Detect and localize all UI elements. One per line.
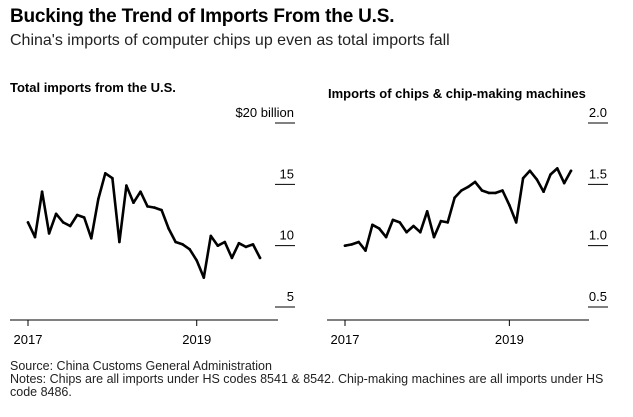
data-point [480, 189, 484, 192]
x-tick-label: 2019 [495, 332, 524, 347]
data-point [419, 230, 422, 234]
data-point [258, 256, 262, 260]
y-tick-label: 5 [287, 289, 294, 304]
panel-total-imports: Total imports from the U.S. $20 billion 5 1… [10, 80, 295, 347]
data-point [460, 189, 463, 192]
data-point [371, 223, 374, 227]
data-point [223, 240, 227, 244]
data-point [432, 235, 436, 239]
y-tick-label: 2.0 [589, 105, 607, 120]
data-point [153, 206, 156, 209]
data-point [111, 176, 114, 180]
data-point [195, 259, 198, 262]
y-tick-label: 10 [280, 228, 294, 243]
panel-title: Imports of chips & chip-making machines [328, 86, 586, 101]
data-point [569, 169, 573, 173]
data-point [47, 232, 51, 235]
data-point [97, 197, 100, 201]
y-tick-label: 15 [280, 166, 294, 181]
y-tick-label: 1.5 [589, 166, 607, 181]
data-point [453, 196, 456, 200]
data-point [508, 203, 511, 207]
data-point [61, 221, 65, 224]
source-note: Source: China Customs General Administra… [10, 359, 272, 373]
data-point [412, 224, 415, 228]
y-unit-label: $20 billion [235, 105, 294, 120]
data-point [104, 172, 107, 175]
data-point [174, 240, 177, 244]
data-point [405, 230, 408, 234]
data-point [535, 178, 539, 181]
data-point [132, 201, 135, 204]
x-tick-label: 2019 [182, 332, 211, 347]
data-point [75, 213, 79, 217]
data-point [82, 216, 86, 219]
data-point [473, 180, 477, 184]
data-point [26, 221, 30, 224]
data-point [237, 241, 241, 245]
data-point [90, 237, 93, 240]
data-point [40, 190, 44, 193]
data-point [528, 169, 532, 173]
series-line [26, 172, 262, 279]
data-point [446, 221, 450, 224]
data-point [467, 185, 470, 189]
data-point [357, 240, 361, 244]
x-tick-label: 2017 [331, 332, 360, 347]
data-point [33, 235, 37, 239]
data-point [439, 219, 443, 223]
data-point [188, 248, 191, 251]
panel-chip-imports: Imports of chips & chip-making machines 0… [327, 86, 608, 347]
data-point [68, 224, 72, 228]
data-point [160, 208, 163, 212]
data-point [230, 256, 234, 260]
data-point [549, 173, 552, 176]
data-point [487, 191, 491, 195]
data-point [202, 276, 206, 279]
y-tick-label: 0.5 [589, 289, 607, 304]
data-point [125, 184, 128, 187]
data-point [146, 205, 149, 208]
data-point [181, 243, 184, 246]
data-point [216, 244, 220, 247]
data-point [384, 235, 388, 239]
data-point [425, 210, 429, 213]
chart-title: Bucking the Trend of Imports From the U.… [10, 6, 395, 27]
data-point [167, 227, 170, 230]
data-point [542, 190, 545, 193]
data-point [244, 245, 248, 249]
data-point [364, 249, 367, 252]
data-point [350, 243, 354, 246]
series-line [343, 167, 573, 252]
x-tick-label: 2017 [14, 332, 43, 347]
panel-title: Total imports from the U.S. [10, 80, 176, 95]
notes-text: Notes: Chips are all imports under HS co… [10, 372, 604, 399]
data-point [521, 176, 525, 180]
y-tick-label: 1.0 [589, 228, 607, 243]
data-point [494, 191, 498, 195]
data-point [556, 167, 559, 170]
data-point [139, 190, 142, 193]
data-point [251, 243, 255, 246]
data-point [209, 234, 213, 238]
chart-subtitle: China's imports of computer chips up eve… [10, 32, 450, 49]
data-point [54, 212, 58, 216]
data-point [398, 221, 402, 224]
data-point [391, 218, 395, 222]
data-point [501, 189, 504, 192]
data-point [562, 181, 566, 185]
data-point [343, 244, 347, 247]
data-point [118, 240, 121, 244]
data-point [377, 227, 381, 230]
data-point [514, 221, 518, 224]
